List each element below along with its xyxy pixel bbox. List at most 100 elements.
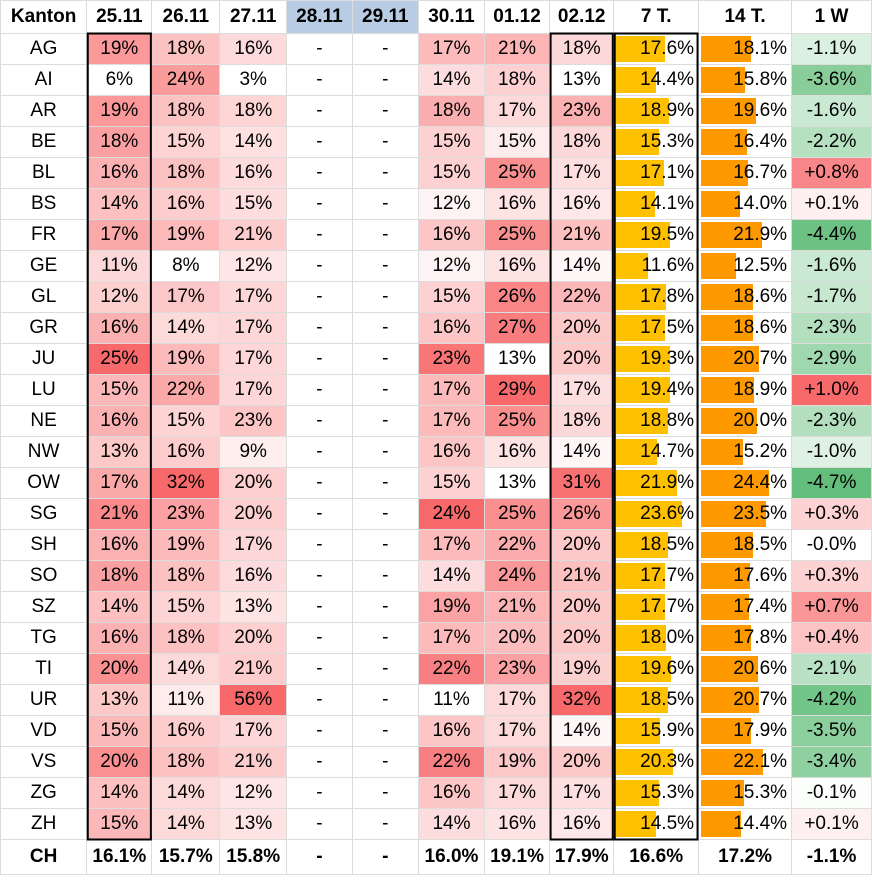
daily-positivity-cell: 18% bbox=[86, 126, 153, 158]
daily-positivity-cell: 20% bbox=[483, 622, 551, 654]
daily-positivity-cell: 14% bbox=[219, 126, 288, 158]
avg14-bar bbox=[701, 532, 754, 558]
avg7-bar-cell: 19.5% bbox=[613, 219, 700, 251]
daily-positivity-cell: - bbox=[286, 591, 353, 623]
daily-positivity-cell: 18% bbox=[151, 95, 221, 127]
avg14-bar bbox=[701, 749, 764, 775]
avg14-value: 24.4% bbox=[733, 472, 788, 493]
avg7-value: 18.0% bbox=[640, 627, 695, 648]
daily-positivity-cell: 18% bbox=[151, 157, 221, 189]
table-row: VS 20% 18% 21% - -22% 19% 20% 20.3% 22.1% -3.4% bbox=[0, 746, 872, 778]
weekly-change-cell: -3.5% bbox=[791, 715, 872, 747]
weekly-change-cell: -0.0% bbox=[791, 529, 872, 561]
daily-positivity-cell: 14% bbox=[549, 250, 615, 282]
avg14-bar bbox=[701, 36, 752, 62]
daily-positivity-cell: 16% bbox=[86, 529, 153, 561]
daily-positivity-cell: 16% bbox=[417, 312, 485, 344]
avg14-bar bbox=[701, 625, 752, 651]
header-7-day-average: 7 T. bbox=[613, 0, 700, 34]
avg7-value: 20.3% bbox=[640, 751, 695, 772]
avg7-bar-cell: 15.9% bbox=[613, 715, 700, 747]
daily-positivity-cell: - bbox=[286, 746, 353, 778]
daily-positivity-cell: - bbox=[286, 684, 353, 716]
weekly-change-cell: +0.3% bbox=[791, 560, 872, 592]
total-daily-cell: - bbox=[351, 839, 419, 875]
daily-positivity-cell: - bbox=[286, 250, 353, 282]
weekly-change-cell: -4.7% bbox=[791, 467, 872, 499]
avg7-value: 17.1% bbox=[640, 162, 695, 183]
daily-positivity-cell: 16% bbox=[151, 188, 221, 220]
avg14-value: 14.0% bbox=[733, 193, 788, 214]
table-row: UR 13% 11% 56% - -11% 17% 32% 18.5% 20.7% -4.2% bbox=[0, 684, 872, 716]
avg14-bar bbox=[701, 129, 748, 155]
table-row: NW 13% 16% 9% - -16% 16% 14% 14.7% 15.2% -1.0% bbox=[0, 436, 872, 468]
daily-positivity-cell: - bbox=[351, 560, 419, 592]
daily-positivity-cell: 17% bbox=[417, 33, 485, 65]
daily-positivity-cell: 17% bbox=[549, 777, 615, 809]
avg14-bar-cell: 18.5% bbox=[698, 529, 793, 561]
daily-positivity-cell: 12% bbox=[219, 250, 288, 282]
daily-positivity-cell: 25% bbox=[483, 405, 551, 437]
daily-positivity-cell: 26% bbox=[549, 498, 615, 530]
table-row: SG 21% 23% 20% - -24% 25% 26% 23.6% 23.5% +0.3% bbox=[0, 498, 872, 530]
avg14-bar-cell: 24.4% bbox=[698, 467, 793, 499]
daily-positivity-cell: 11% bbox=[86, 250, 153, 282]
avg14-bar-cell: 16.4% bbox=[698, 126, 793, 158]
daily-positivity-cell: 16% bbox=[86, 622, 153, 654]
avg14-bar-cell: 15.3% bbox=[698, 777, 793, 809]
canton-name: SZ bbox=[0, 591, 88, 623]
table-row: BS 14% 16% 15% - -12% 16% 16% 14.1% 14.0% +0.1% bbox=[0, 188, 872, 220]
avg14-value: 20.0% bbox=[733, 410, 788, 431]
avg14-value: 18.6% bbox=[733, 317, 788, 338]
daily-positivity-cell: 14% bbox=[151, 777, 221, 809]
weekly-change-cell: -2.3% bbox=[791, 405, 872, 437]
daily-positivity-cell: - bbox=[351, 374, 419, 406]
canton-name: VS bbox=[0, 746, 88, 778]
daily-positivity-cell: 25% bbox=[483, 498, 551, 530]
daily-positivity-cell: - bbox=[351, 653, 419, 685]
avg14-bar-cell: 20.7% bbox=[698, 684, 793, 716]
table-row: ZG 14% 14% 12% - -16% 17% 17% 15.3% 15.3% -0.1% bbox=[0, 777, 872, 809]
avg14-value: 20.7% bbox=[733, 348, 788, 369]
avg14-bar bbox=[701, 439, 744, 465]
total-daily-cell: 15.7% bbox=[151, 839, 221, 875]
daily-positivity-cell: 16% bbox=[219, 157, 288, 189]
avg14-value: 17.6% bbox=[733, 565, 788, 586]
daily-positivity-cell: 31% bbox=[549, 467, 615, 499]
daily-positivity-cell: 56% bbox=[219, 684, 288, 716]
daily-positivity-cell: 25% bbox=[86, 343, 153, 375]
table-row: TG 16% 18% 20% - -17% 20% 20% 18.0% 17.8% +0.4% bbox=[0, 622, 872, 654]
avg14-value: 18.5% bbox=[733, 534, 788, 555]
daily-positivity-cell: - bbox=[351, 64, 419, 96]
daily-positivity-cell: 15% bbox=[151, 591, 221, 623]
weekly-change-cell: +0.7% bbox=[791, 591, 872, 623]
header-row: Kanton 25.11 26.11 27.11 28.11 29.11 30.… bbox=[0, 0, 872, 34]
avg14-bar-cell: 23.5% bbox=[698, 498, 793, 530]
avg14-bar-cell: 12.5% bbox=[698, 250, 793, 282]
weekly-change-cell: -1.1% bbox=[791, 33, 872, 65]
avg14-value: 15.8% bbox=[733, 69, 788, 90]
avg7-bar-cell: 17.5% bbox=[613, 312, 700, 344]
daily-positivity-cell: 12% bbox=[417, 188, 485, 220]
daily-positivity-cell: 17% bbox=[483, 95, 551, 127]
total-change-cell: -1.1% bbox=[791, 839, 872, 875]
avg7-bar-cell: 11.6% bbox=[613, 250, 700, 282]
table-row: AG 19% 18% 16% - -17% 21% 18% 17.6% 18.1% -1.1% bbox=[0, 33, 872, 65]
weekly-change-cell: -1.6% bbox=[791, 250, 872, 282]
daily-positivity-cell: - bbox=[351, 219, 419, 251]
weekly-change-cell: -4.2% bbox=[791, 684, 872, 716]
avg7-bar-cell: 19.3% bbox=[613, 343, 700, 375]
daily-positivity-cell: 14% bbox=[417, 64, 485, 96]
daily-positivity-cell: - bbox=[286, 653, 353, 685]
daily-positivity-cell: 14% bbox=[417, 808, 485, 840]
total-avg7-cell: 16.6% bbox=[613, 839, 700, 875]
header-date: 26.11 bbox=[151, 0, 221, 34]
daily-positivity-cell: 17% bbox=[86, 219, 153, 251]
weekly-change-cell: -2.9% bbox=[791, 343, 872, 375]
avg7-bar-cell: 18.5% bbox=[613, 684, 700, 716]
weekly-change-cell: +0.1% bbox=[791, 188, 872, 220]
avg14-bar-cell: 19.6% bbox=[698, 95, 793, 127]
canton-name: SO bbox=[0, 560, 88, 592]
total-label: CH bbox=[0, 839, 88, 875]
